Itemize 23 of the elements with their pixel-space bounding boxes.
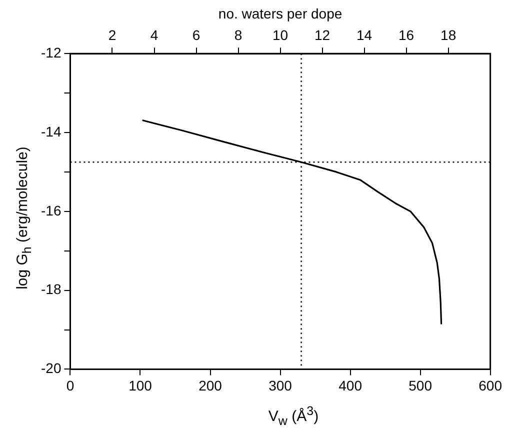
x-tick-label: 300 — [268, 377, 292, 394]
x2-tick-label: 2 — [108, 27, 116, 44]
x-tick-label: 400 — [338, 377, 362, 394]
y-tick-label: -18 — [41, 281, 62, 298]
x2-tick-label: 12 — [314, 27, 330, 44]
x2-tick-label: 8 — [234, 27, 242, 44]
x-tick-label: 0 — [66, 377, 74, 394]
x-tick-label: 500 — [408, 377, 432, 394]
x-tick-label: 200 — [198, 377, 222, 394]
x-tick-label: 100 — [128, 377, 152, 394]
y-tick-label: -20 — [41, 360, 62, 376]
y-tick-label: -16 — [41, 202, 62, 218]
x2-tick-label: 10 — [272, 27, 288, 44]
x2-tick-label: 4 — [150, 27, 158, 44]
x2-axis-title: no. waters per dope — [218, 5, 342, 22]
y-tick-label: -14 — [41, 123, 62, 140]
x2-tick-label: 16 — [398, 27, 414, 44]
x2-tick-label: 18 — [440, 27, 456, 44]
x2-tick-label: 6 — [192, 27, 200, 44]
y-tick-label: -12 — [41, 44, 62, 60]
x2-tick-label: 14 — [356, 27, 372, 44]
x-axis-title: V$_{w}$ (Å$^{3}$) — [267, 404, 320, 428]
x-tick-label: 600 — [478, 377, 502, 394]
